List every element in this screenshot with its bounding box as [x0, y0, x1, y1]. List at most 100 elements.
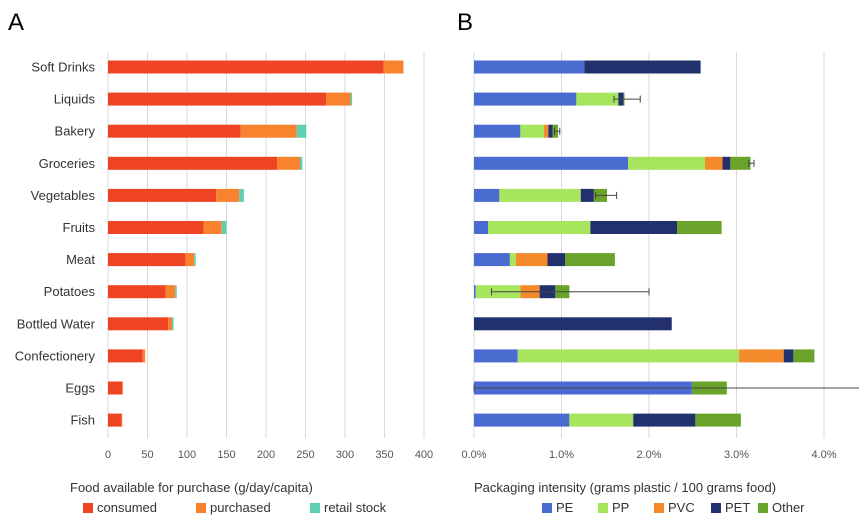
category-label-groceries: Groceries	[39, 156, 96, 171]
category-label-bottled-water: Bottled Water	[17, 316, 96, 331]
bar-fruits-pp	[488, 221, 591, 234]
bar-meat-consumed	[108, 253, 186, 267]
x-tick-label: 250	[296, 449, 314, 461]
panel-a-letter: A	[8, 9, 24, 36]
bar-bakery-purchased	[240, 124, 297, 138]
bar-bottled-water-retail-stock	[171, 317, 174, 331]
bar-groceries-pp	[628, 156, 705, 170]
category-label-bakery: Bakery	[55, 124, 96, 139]
bar-fruits-other	[677, 221, 722, 234]
legend-swatch-pet	[711, 503, 721, 513]
legend-label-pp: PP	[612, 500, 629, 515]
category-label-fish: Fish	[70, 413, 95, 428]
bar-groceries-pet	[722, 156, 731, 170]
bar-bottled-water-consumed	[108, 317, 169, 331]
bar-fish-purchased	[121, 413, 123, 427]
category-label-eggs: Eggs	[65, 381, 95, 396]
bar-soft-drinks-consumed	[108, 60, 384, 74]
bar-meat-pet	[547, 253, 565, 267]
bar-vegetables-pp	[499, 188, 581, 202]
bar-fruits-consumed	[108, 221, 204, 234]
bar-confectionery-pe	[474, 349, 518, 363]
bar-groceries-pvc	[705, 156, 723, 170]
legend-label-consumed: consumed	[97, 500, 157, 515]
bar-fish-other	[695, 413, 741, 427]
bar-fish-pet	[633, 413, 696, 427]
legend-swatch-pp	[598, 503, 608, 513]
x-tick-label: 4.0%	[811, 449, 836, 461]
legend-swatch-pvc	[654, 503, 664, 513]
legend-swatch-pe	[542, 503, 552, 513]
bar-eggs-purchased	[122, 381, 124, 395]
bar-eggs-consumed	[108, 381, 123, 395]
bar-vegetables-retail-stock	[239, 188, 244, 202]
bar-meat-other	[565, 253, 615, 267]
bar-bakery-pvc	[544, 124, 549, 138]
bar-potatoes-consumed	[108, 285, 166, 299]
x-tick-label: 400	[415, 449, 433, 461]
bar-confectionery-pet	[783, 349, 794, 363]
legend-label-retail-stock: retail stock	[324, 500, 387, 515]
bar-potatoes-retail-stock	[175, 285, 177, 299]
x-tick-label: 50	[141, 449, 153, 461]
bar-soft-drinks-purchased	[383, 60, 404, 74]
x-tick-label: 0	[105, 449, 111, 461]
category-label-soft-drinks: Soft Drinks	[31, 60, 95, 75]
x-tick-label: 1.0%	[549, 449, 574, 461]
bar-groceries-purchased	[277, 156, 300, 170]
bar-meat-pp	[509, 253, 516, 267]
panel-a-chart: 0 50 100 150 200 250 300 350 400 Soft Drinks Liqui…	[15, 52, 433, 515]
bar-bottled-water-purchased	[168, 317, 172, 331]
category-label-confectionery: Confectionery	[15, 348, 96, 363]
legend-label-other: Other	[772, 500, 805, 515]
bar-confectionery-purchased	[142, 349, 146, 363]
bar-groceries-consumed	[108, 156, 278, 170]
bar-bakery-consumed	[108, 124, 241, 138]
bar-liquids-pe	[474, 92, 577, 106]
bar-confectionery-consumed	[108, 349, 143, 363]
bar-bakery-retail-stock	[296, 124, 307, 138]
bar-groceries-pe	[474, 156, 628, 170]
category-label-vegetables: Vegetables	[31, 188, 96, 203]
bar-liquids-consumed	[108, 92, 327, 106]
x-axis-title: Food available for purchase (g/day/capit…	[70, 480, 313, 495]
x-tick-label: 150	[217, 449, 235, 461]
bar-liquids-purchased	[326, 92, 351, 106]
x-tick-label: 0.0%	[461, 449, 486, 461]
bar-meat-retail-stock	[194, 253, 196, 267]
x-tick-label: 3.0%	[724, 449, 749, 461]
panel-b-chart: 0.0% 1.0% 2.0% 3.0% 4.0% Packaging intensity …	[461, 52, 859, 515]
bar-fruits-pet	[590, 221, 677, 234]
x-tick-label: 200	[257, 449, 275, 461]
bar-bakery-pe	[474, 124, 521, 138]
bar-soft-drinks-pet	[584, 60, 701, 74]
bar-bottled-water-pet	[474, 317, 672, 331]
bar-potatoes-purchased	[165, 285, 176, 299]
x-tick-label: 100	[178, 449, 196, 461]
legend-swatch-purchased	[196, 503, 206, 513]
bar-bakery-pp	[520, 124, 544, 138]
bar-confectionery-pp	[517, 349, 740, 363]
bar-vegetables-purchased	[216, 188, 240, 202]
bar-fish-pe	[474, 413, 570, 427]
legend-label-pvc: PVC	[668, 500, 695, 515]
x-tick-label: 300	[336, 449, 354, 461]
legend-label-purchased: purchased	[210, 500, 271, 515]
bar-potatoes-pe	[474, 285, 476, 299]
x-tick-label: 2.0%	[636, 449, 661, 461]
bar-confectionery-other	[793, 349, 815, 363]
bar-fish-consumed	[108, 413, 122, 427]
legend-label-pet: PET	[725, 500, 750, 515]
bar-fruits-pe	[474, 221, 488, 234]
legend-swatch-retail-stock	[310, 503, 320, 513]
bar-fish-pp	[569, 413, 634, 427]
bar-vegetables-pe	[474, 188, 500, 202]
bar-liquids-retail-stock	[350, 92, 353, 106]
legend-swatch-other	[758, 503, 768, 513]
bar-liquids-pp	[576, 92, 619, 106]
bar-meat-pe	[474, 253, 510, 267]
bar-bakery-pet	[548, 124, 553, 138]
bar-groceries-retail-stock	[299, 156, 303, 170]
bar-vegetables-pet	[580, 188, 594, 202]
